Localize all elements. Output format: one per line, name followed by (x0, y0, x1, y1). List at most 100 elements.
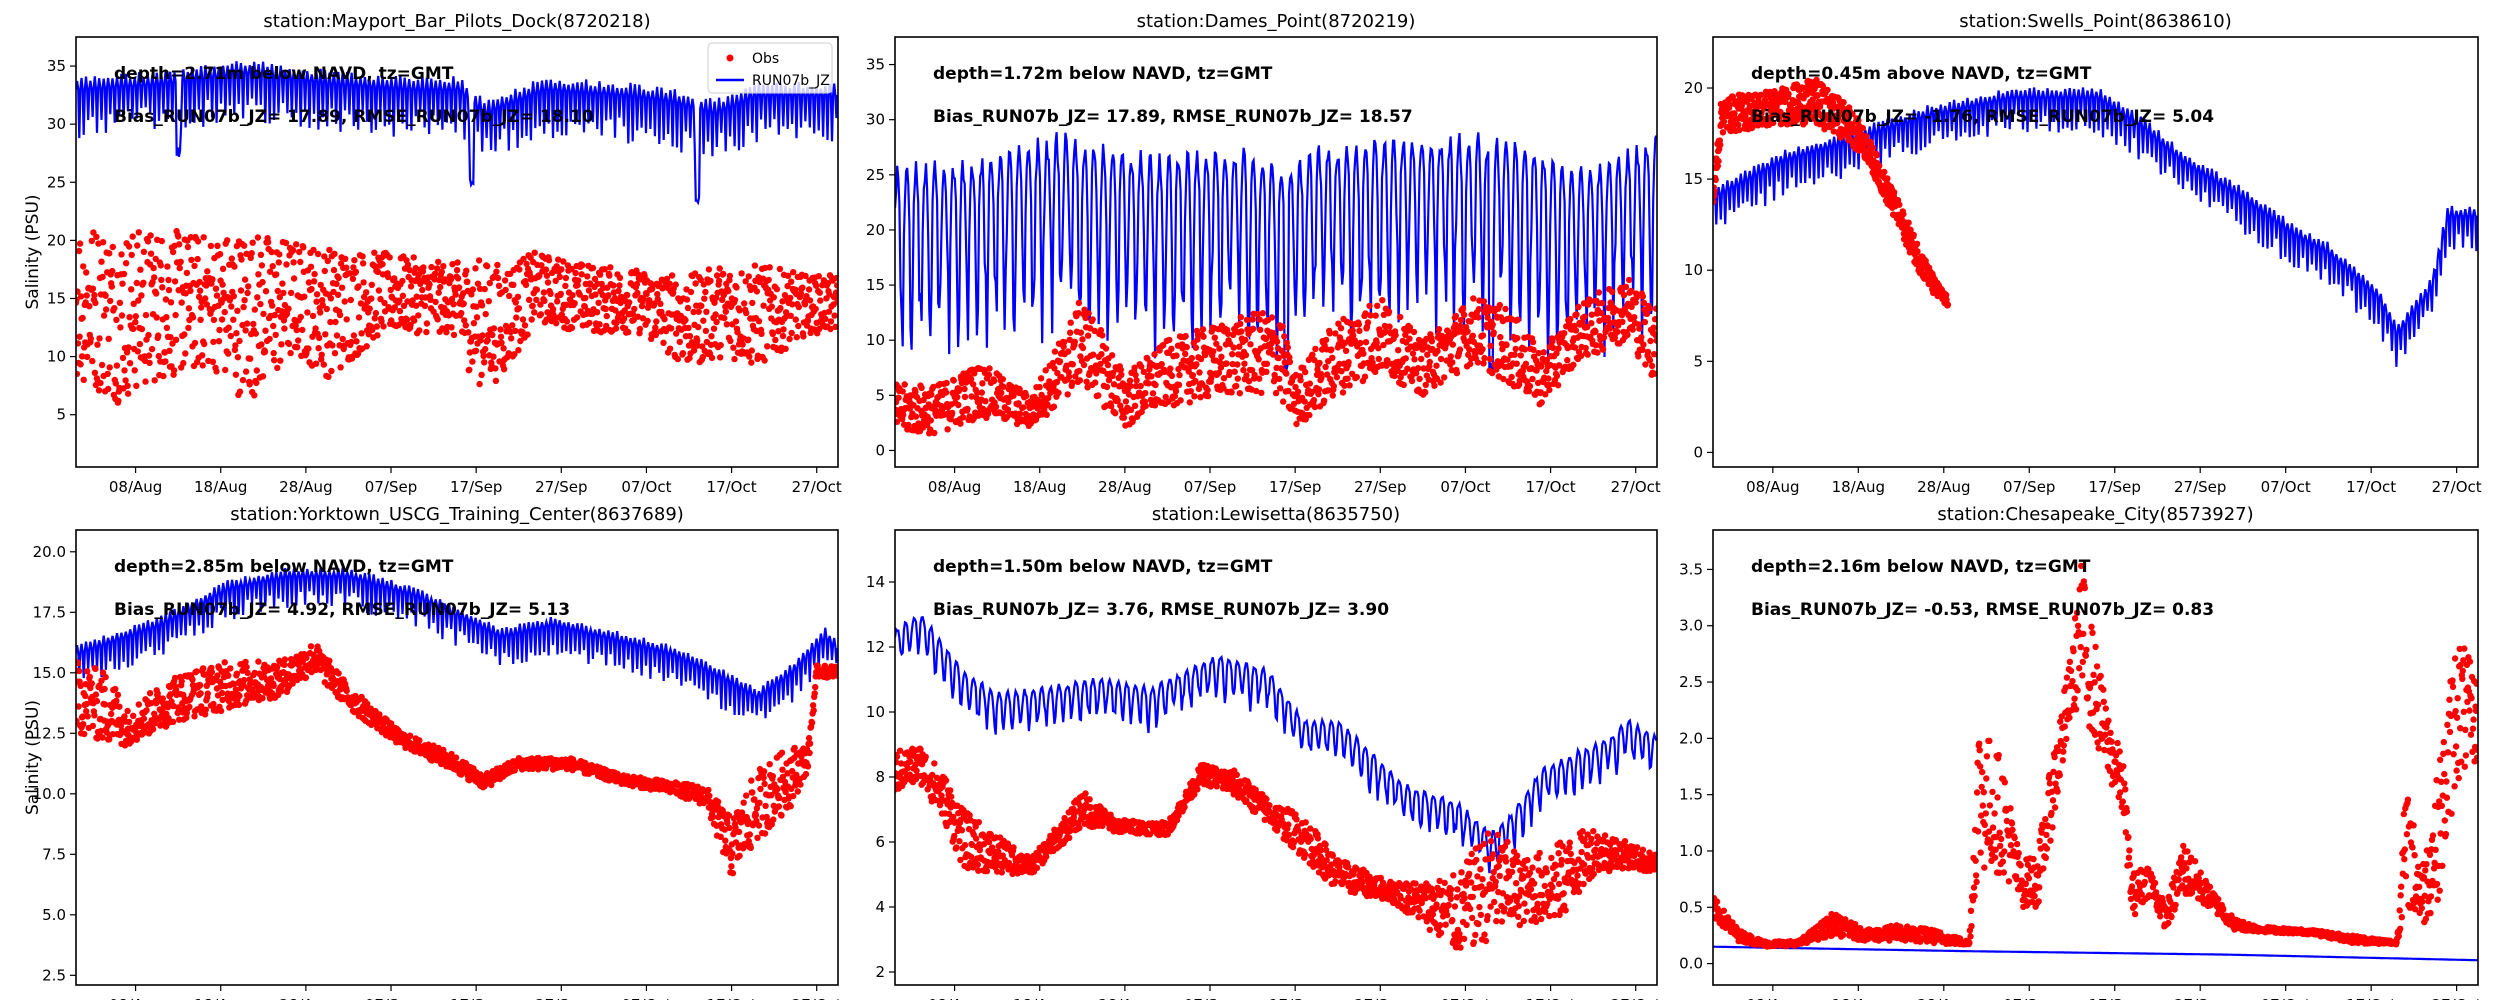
obs-point (558, 266, 565, 273)
obs-point (484, 337, 491, 344)
obs-point (1122, 398, 1130, 405)
obs-point (1468, 355, 1475, 362)
y-tick-label: 30 (47, 115, 66, 133)
obs-point (166, 347, 173, 354)
obs-point (690, 308, 697, 316)
x-tick-label: 08/Aug (1746, 478, 1799, 496)
obs-point (1579, 319, 1586, 326)
obs-point (1606, 325, 1613, 332)
y-tick-label: 5 (1693, 352, 1703, 370)
obs-point (920, 396, 927, 404)
obs-point (1149, 390, 1157, 397)
obs-point (1726, 101, 1734, 108)
obs-point (512, 299, 519, 306)
obs-point (928, 391, 935, 398)
obs-point (228, 303, 235, 310)
obs-point (582, 294, 589, 302)
obs-point (1079, 344, 1087, 352)
obs-point (1012, 410, 1019, 417)
obs-point (204, 690, 211, 697)
obs-point (1522, 360, 1530, 367)
obs-point (905, 421, 912, 429)
obs-point (607, 264, 614, 271)
obs-point (1233, 382, 1240, 390)
obs-point (274, 364, 281, 372)
obs-point (76, 340, 82, 347)
obs-point (432, 298, 439, 306)
obs-point (1171, 392, 1179, 400)
x-tick-label: 18/Aug (194, 478, 247, 496)
obs-point (215, 338, 223, 345)
obs-point (523, 260, 530, 268)
obs-point (779, 332, 787, 340)
obs-point (380, 323, 387, 330)
obs-point (1311, 403, 1319, 411)
obs-point (220, 289, 227, 296)
model-series-line (76, 61, 838, 206)
obs-point (1127, 406, 1135, 413)
obs-point (107, 297, 114, 305)
obs-point (283, 261, 290, 268)
y-tick-label: 20 (47, 231, 66, 249)
obs-point (100, 312, 108, 319)
obs-point (576, 291, 583, 298)
obs-point (199, 362, 206, 369)
obs-point (1341, 382, 1348, 389)
obs-point (105, 385, 112, 393)
obs-point (643, 290, 650, 298)
obs-point (159, 695, 166, 702)
y-tick-label: 15 (866, 276, 885, 294)
obs-point (1273, 338, 1281, 345)
obs-point (1231, 368, 1238, 375)
obs-point (626, 299, 633, 306)
obs-point (453, 266, 461, 274)
obs-point (691, 270, 699, 277)
obs-point (407, 283, 415, 290)
obs-point (102, 306, 110, 313)
obs-point (241, 297, 248, 304)
obs-point (1884, 175, 1891, 182)
obs-point (1609, 288, 1616, 295)
obs-point (118, 251, 125, 258)
obs-point (184, 243, 192, 251)
obs-point (831, 312, 838, 319)
obs-point (1814, 92, 1821, 99)
obs-point (707, 277, 714, 285)
obs-point (285, 305, 292, 312)
stats-annotation: Bias_RUN07b_JZ= 17.89, RMSE_RUN07b_JZ= 1… (933, 107, 1413, 127)
obs-point (687, 288, 695, 296)
obs-point (202, 706, 209, 713)
obs-point (1166, 336, 1173, 344)
obs-point (659, 285, 666, 292)
obs-point (199, 352, 206, 359)
obs-point (1213, 340, 1220, 347)
obs-point (1530, 346, 1537, 353)
obs-point (1592, 328, 1599, 335)
obs-point (1263, 368, 1270, 375)
obs-point (1023, 392, 1030, 400)
obs-point (1181, 364, 1188, 371)
obs-point (89, 357, 96, 365)
obs-point (717, 341, 724, 349)
obs-point (450, 301, 457, 308)
obs-point (305, 345, 312, 352)
obs-point (191, 262, 198, 270)
obs-point (1172, 388, 1180, 395)
obs-point (1571, 344, 1579, 351)
legend-obs-label: Obs (752, 51, 779, 67)
obs-point (1104, 361, 1112, 369)
obs-point (1521, 346, 1529, 353)
obs-point (634, 289, 641, 297)
obs-point (304, 309, 311, 316)
obs-point (269, 263, 276, 270)
obs-point (1258, 389, 1265, 396)
obs-point (1464, 328, 1471, 335)
obs-point (515, 305, 523, 312)
obs-point (113, 316, 120, 323)
obs-point (1151, 402, 1159, 409)
x-tick-label: 27/Sep (2174, 478, 2226, 496)
obs-point (833, 282, 838, 289)
obs-point (1434, 347, 1441, 355)
obs-point (301, 293, 308, 300)
obs-point (1600, 334, 1608, 341)
